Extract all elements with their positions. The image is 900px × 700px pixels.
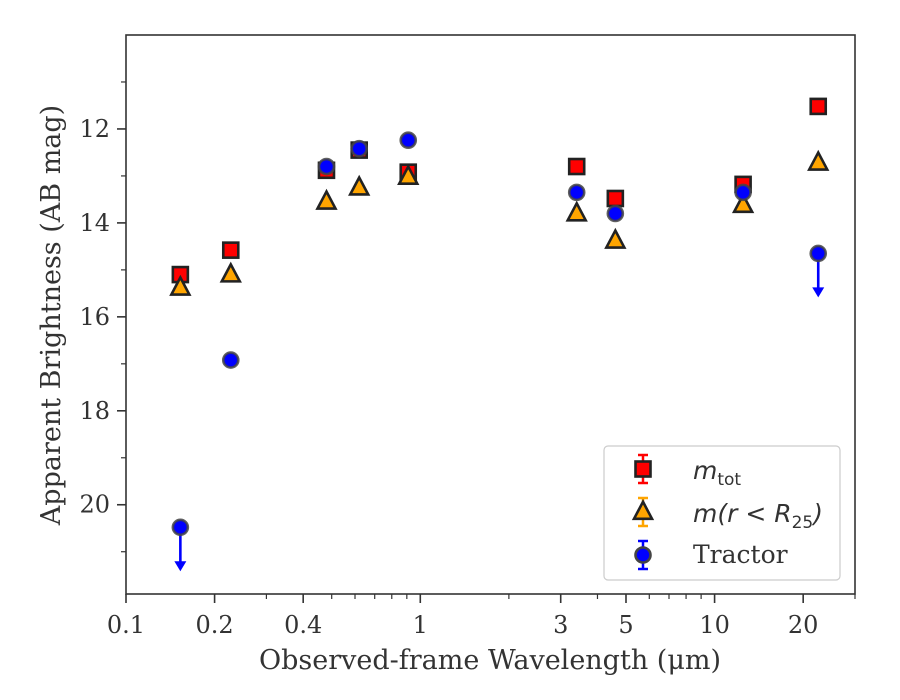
y-axis: 12 14 16 18 20 [79, 81, 126, 553]
x-tick-label: 10 [699, 611, 730, 639]
legend-marker-triangle [631, 496, 655, 528]
data-point [809, 97, 828, 116]
series-circle [171, 131, 828, 572]
data-point [731, 192, 755, 214]
data-point [809, 244, 828, 263]
x-tick-label: 1 [413, 611, 428, 639]
legend-entry-mr25: m(r < R25) [631, 496, 823, 533]
data-point [221, 241, 240, 259]
upper-limit-arrowhead [812, 287, 825, 298]
y-tick-label: 18 [79, 397, 110, 425]
x-tick-label: 0.4 [284, 611, 322, 639]
legend-marker-square [634, 453, 652, 485]
legend-label-mtot: mtot [693, 456, 741, 490]
legend-mtot-symbol: m [693, 456, 717, 485]
data-point [565, 200, 588, 222]
data-point [606, 204, 625, 223]
x-axis: 0.1 0.2 0.4 1 3 5 10 20 [107, 594, 856, 639]
data-point [219, 261, 242, 283]
data-point [350, 139, 368, 158]
legend-symbol [634, 460, 652, 478]
legend-mtot-subscript: tot [717, 470, 741, 490]
legend-symbol [634, 546, 652, 564]
legend-box [603, 445, 841, 581]
data-point [606, 189, 625, 208]
data-point [567, 183, 586, 202]
legend-label-mr25: m(r < R25) [693, 499, 823, 533]
y-tick-label: 20 [79, 491, 110, 519]
data-point [567, 157, 586, 176]
data-point [221, 351, 240, 369]
plot-marks [169, 97, 830, 572]
legend-symbol [631, 499, 655, 521]
x-tick-label: 20 [788, 611, 819, 639]
data-point [734, 183, 752, 202]
legend-label-tractor: Tractor [693, 540, 788, 569]
legend-entry-mtot: mtot [634, 453, 741, 490]
y-tick-label: 16 [79, 303, 110, 331]
data-point [315, 188, 338, 210]
data-point [169, 274, 192, 296]
x-tick-label: 3 [553, 611, 568, 639]
data-point [399, 131, 418, 150]
series-triangle [169, 149, 830, 296]
legend-entry-tractor: Tractor [634, 539, 788, 571]
plot-frame [125, 34, 856, 595]
y-axis-label: Apparent Brightness (AB mag) [36, 105, 67, 526]
data-point [348, 174, 371, 196]
legend: mtot m(r < R25) Tractor [603, 445, 841, 581]
x-axis-label: Observed-frame Wavelength (μm) [259, 645, 721, 676]
x-tick-label: 0.2 [196, 611, 234, 639]
upper-limit-arrowhead [174, 561, 187, 572]
data-point [604, 227, 627, 249]
data-point [317, 157, 336, 176]
data-point [171, 518, 190, 537]
y-tick-label: 14 [79, 209, 110, 237]
legend-mr25-subscript: 25 [792, 513, 814, 533]
series-square [171, 97, 828, 284]
data-point [807, 149, 830, 171]
legend-mr25-prefix: m(r < R [693, 499, 792, 528]
legend-mr25-suffix: ) [811, 499, 823, 528]
y-tick-label: 12 [79, 115, 110, 143]
legend-marker-circle [634, 539, 652, 571]
x-tick-label: 0.1 [107, 611, 145, 639]
x-tick-label: 5 [618, 611, 633, 639]
data-point [397, 163, 420, 185]
